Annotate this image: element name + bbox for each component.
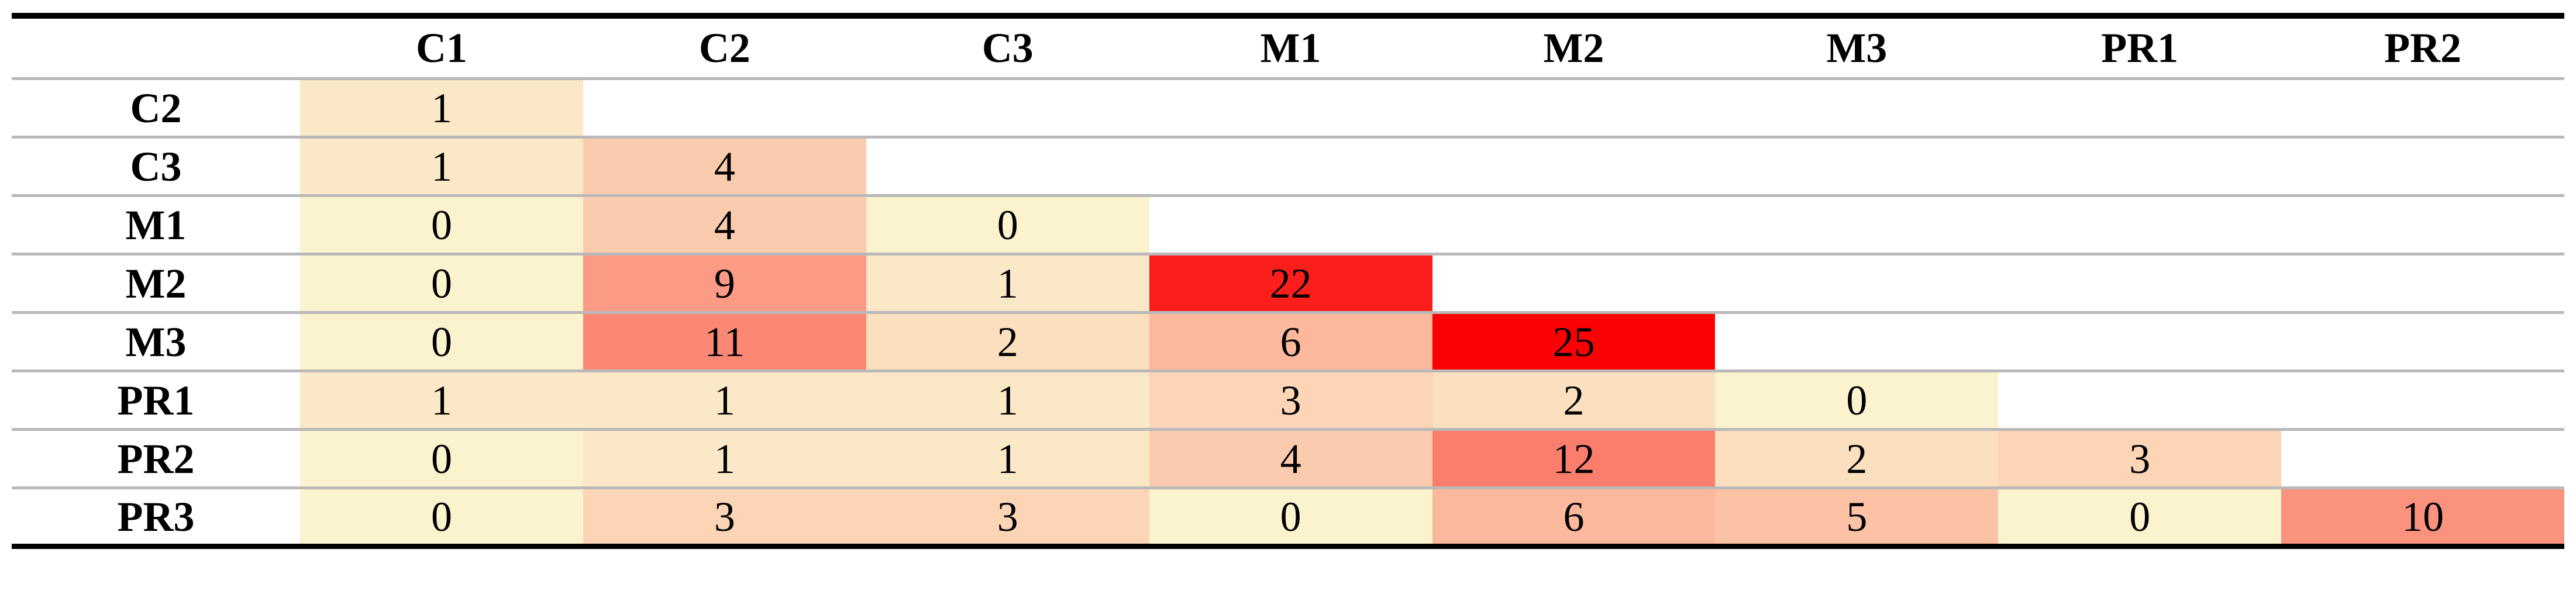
value-cell-m2-c3: 1 [866, 254, 1149, 313]
value-cell-pr2-m1: 4 [1149, 429, 1432, 488]
value-cell-pr1-m2: 2 [1432, 371, 1716, 430]
empty-cell-c2-m2 [1432, 78, 1716, 137]
empty-cell-m3-pr1 [1998, 312, 2282, 371]
column-header-m3: M3 [1826, 25, 1888, 71]
empty-cell-pr1-pr2 [2281, 371, 2564, 430]
value-cell-c3-c1: 1 [300, 137, 583, 196]
value-cell-m1-c2: 4 [583, 195, 866, 254]
value-cell-pr3-m1: 0 [1149, 488, 1432, 547]
value-cell-pr2-pr1: 3 [1998, 429, 2282, 488]
empty-cell-m1-pr1 [1998, 195, 2282, 254]
row-label-pr2: PR2 [12, 429, 300, 488]
value-cell-c3-c2: 4 [583, 137, 866, 196]
empty-cell-c2-m3 [1715, 78, 1999, 137]
empty-cell-m1-m1 [1149, 195, 1432, 254]
matrix-row-m3: M3 0 11 2 6 25 [12, 312, 2564, 371]
empty-cell-pr1-pr1 [1998, 371, 2282, 430]
value-cell-pr2-c2: 1 [583, 429, 866, 488]
empty-cell-m2-pr2 [2281, 254, 2564, 313]
empty-cell-c2-c2 [583, 78, 866, 137]
row-label-m1: M1 [12, 195, 300, 254]
value-cell-m1-c1: 0 [300, 195, 583, 254]
value-cell-pr2-m3: 2 [1715, 429, 1999, 488]
matrix-row-c3: C3 1 4 [12, 137, 2564, 196]
value-cell-pr3-pr2: 10 [2281, 488, 2564, 547]
heatmap-table: C1 C2 C3 M1 M2 M3 PR1 PR2 C2 1 C3 1 4 M1 0 4 0 M2 0 9 1 22 M3… [12, 13, 2564, 549]
value-cell-pr3-c1: 0 [300, 488, 583, 547]
matrix-row-pr3: PR3 0 3 3 0 6 5 0 10 [12, 488, 2564, 547]
empty-cell-pr2-pr2 [2281, 429, 2564, 488]
column-header-pr2: PR2 [2384, 25, 2462, 71]
column-header-c3: C3 [982, 25, 1034, 71]
value-cell-pr1-m3: 0 [1715, 371, 1999, 430]
value-cell-pr3-m2: 6 [1432, 488, 1716, 547]
column-header-pr1: PR1 [2101, 25, 2179, 71]
value-cell-m3-c1: 0 [300, 312, 583, 371]
empty-cell-c2-pr2 [2281, 78, 2564, 137]
matrix-body: C2 1 C3 1 4 M1 0 4 0 M2 0 9 1 22 M3 0 11 2 6 25 PR1 1 1 1 3 2 0 PR2… [12, 78, 2564, 547]
value-cell-m2-m1: 22 [1149, 254, 1432, 313]
matrix-row-pr2: PR2 0 1 1 4 12 2 3 [12, 429, 2564, 488]
matrix-row-pr1: PR1 1 1 1 3 2 0 [12, 371, 2564, 430]
co-occurrence-matrix: C1 C2 C3 M1 M2 M3 PR1 PR2 C2 1 C3 1 4 M1 0 4 0 M2 0 9 1 22 M3… [12, 13, 2564, 549]
value-cell-pr1-m1: 3 [1149, 371, 1432, 430]
empty-cell-c3-pr2 [2281, 137, 2564, 196]
value-cell-c2-c1: 1 [300, 78, 583, 137]
empty-cell-m3-pr2 [2281, 312, 2564, 371]
empty-cell-m2-pr1 [1998, 254, 2282, 313]
row-label-m3: M3 [12, 312, 300, 371]
value-cell-pr1-c1: 1 [300, 371, 583, 430]
value-cell-pr1-c3: 1 [866, 371, 1149, 430]
value-cell-m2-c2: 9 [583, 254, 866, 313]
value-cell-m3-c3: 2 [866, 312, 1149, 371]
matrix-row-c2: C2 1 [12, 78, 2564, 137]
matrix-row-m2: M2 0 9 1 22 [12, 254, 2564, 313]
empty-cell-c2-m1 [1149, 78, 1432, 137]
row-label-c2: C2 [12, 78, 300, 137]
value-cell-m2-c1: 0 [300, 254, 583, 313]
header-row: C1 C2 C3 M1 M2 M3 PR1 PR2 [12, 16, 2564, 79]
corner-cell [12, 16, 300, 79]
column-header-m1: M1 [1260, 25, 1321, 71]
value-cell-pr2-c1: 0 [300, 429, 583, 488]
value-cell-m3-c2: 11 [583, 312, 866, 371]
row-label-m2: M2 [12, 254, 300, 313]
empty-cell-c2-c3 [866, 78, 1149, 137]
empty-cell-c3-c3 [866, 137, 1149, 196]
empty-cell-m2-m3 [1715, 254, 1999, 313]
value-cell-m3-m2: 25 [1432, 312, 1716, 371]
row-label-pr1: PR1 [12, 371, 300, 430]
column-header-c2: C2 [698, 25, 750, 71]
empty-cell-c3-pr1 [1998, 137, 2282, 196]
value-cell-m1-c3: 0 [866, 195, 1149, 254]
empty-cell-m1-m2 [1432, 195, 1716, 254]
value-cell-pr3-m3: 5 [1715, 488, 1999, 547]
value-cell-m3-m1: 6 [1149, 312, 1432, 371]
value-cell-pr2-c3: 1 [866, 429, 1149, 488]
row-label-pr3: PR3 [12, 488, 300, 547]
value-cell-pr2-m2: 12 [1432, 429, 1716, 488]
empty-cell-c3-m2 [1432, 137, 1716, 196]
value-cell-pr3-c3: 3 [866, 488, 1149, 547]
column-header-m2: M2 [1543, 25, 1604, 71]
empty-cell-c3-m3 [1715, 137, 1999, 196]
matrix-row-m1: M1 0 4 0 [12, 195, 2564, 254]
empty-cell-m1-pr2 [2281, 195, 2564, 254]
column-header-c1: C1 [415, 25, 467, 71]
column-header-row: C1 C2 C3 M1 M2 M3 PR1 PR2 [12, 16, 2564, 79]
row-label-c3: C3 [12, 137, 300, 196]
value-cell-pr1-c2: 1 [583, 371, 866, 430]
empty-cell-m1-m3 [1715, 195, 1999, 254]
value-cell-pr3-c2: 3 [583, 488, 866, 547]
empty-cell-m2-m2 [1432, 254, 1716, 313]
empty-cell-c3-m1 [1149, 137, 1432, 196]
empty-cell-c2-pr1 [1998, 78, 2282, 137]
value-cell-pr3-pr1: 0 [1998, 488, 2282, 547]
empty-cell-m3-m3 [1715, 312, 1999, 371]
